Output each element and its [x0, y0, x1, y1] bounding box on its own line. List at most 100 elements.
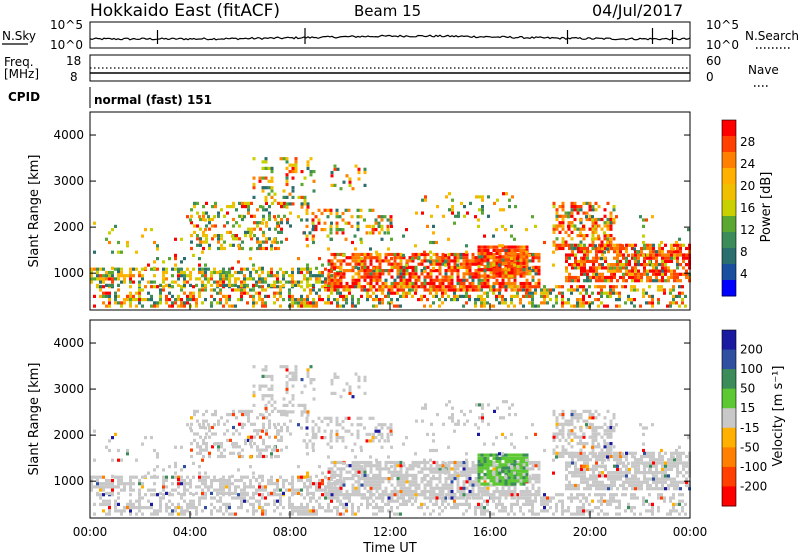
- power-cell: [378, 285, 382, 289]
- velocity-cell: [360, 483, 364, 487]
- velocity-cell: [552, 409, 556, 413]
- power-cell: [555, 208, 559, 212]
- velocity-cell: [501, 469, 505, 473]
- velocity-cell: [655, 487, 658, 491]
- power-cell: [204, 274, 207, 278]
- power-cell: [561, 237, 565, 241]
- power-cell: [247, 201, 250, 205]
- velocity-cell: [159, 509, 162, 513]
- power-cell: [330, 278, 334, 282]
- power-cell: [498, 263, 501, 267]
- power-cell: [516, 245, 520, 249]
- velocity-cell: [603, 442, 607, 446]
- power-cell: [138, 270, 141, 275]
- power-cell: [235, 221, 238, 225]
- power-cell: [592, 275, 595, 280]
- power-cell: [252, 277, 255, 281]
- power-cell: [537, 304, 540, 308]
- velocity-cell: [586, 487, 589, 491]
- power-cell: [348, 288, 351, 292]
- power-cell: [595, 266, 598, 270]
- power-cell: [90, 274, 93, 278]
- power-cell: [198, 263, 201, 267]
- power-cell: [423, 269, 426, 274]
- velocity-cell: [555, 506, 558, 510]
- power-cell: [303, 202, 307, 206]
- power-cell: [129, 274, 132, 278]
- velocity-cell: [579, 454, 583, 459]
- velocity-cell: [411, 460, 415, 465]
- velocity-cell: [183, 478, 186, 483]
- velocity-cell: [588, 502, 591, 506]
- power-cell: [555, 243, 559, 247]
- velocity-cell: [480, 512, 483, 516]
- power-cell: [208, 243, 211, 247]
- power-cell: [646, 269, 649, 273]
- power-cell: [507, 248, 511, 252]
- velocity-cell: [456, 486, 460, 490]
- velocity-cell: [111, 478, 114, 483]
- power-cell: [264, 157, 268, 161]
- power-cell: [249, 288, 252, 292]
- power-cell: [117, 294, 120, 298]
- power-cell: [249, 274, 252, 278]
- velocity-cell: [312, 506, 315, 510]
- velocity-cell: [402, 493, 405, 497]
- velocity-cell: [592, 483, 595, 488]
- velocity-cell: [408, 464, 412, 468]
- velocity-cell: [561, 451, 565, 455]
- velocity-cell: [426, 467, 430, 471]
- power-cell: [279, 280, 282, 284]
- velocity-cell: [327, 480, 331, 484]
- power-cell: [378, 269, 382, 273]
- power-cell: [286, 221, 289, 225]
- power-cell: [513, 294, 516, 298]
- velocity-cell: [138, 499, 141, 503]
- power-cell: [368, 208, 372, 212]
- velocity-cell: [450, 493, 454, 497]
- velocity-cell: [637, 477, 640, 481]
- power-cell: [277, 214, 280, 218]
- power-cell: [153, 260, 156, 264]
- power-cell: [516, 257, 519, 261]
- velocity-cell: [222, 491, 225, 495]
- velocity-cell: [438, 493, 442, 497]
- velocity-cell: [90, 475, 93, 479]
- power-cell: [99, 267, 102, 271]
- power-cell: [450, 278, 454, 282]
- power-cell: [354, 278, 358, 282]
- velocity-cell: [210, 485, 213, 489]
- velocity-cell: [96, 478, 99, 483]
- velocity-cell: [537, 464, 541, 468]
- power-cell: [229, 230, 232, 234]
- velocity-cell: [339, 493, 343, 497]
- power-cell: [558, 246, 562, 251]
- power-cell: [405, 259, 409, 263]
- velocity-cell: [607, 471, 610, 475]
- power-cell: [661, 250, 664, 254]
- power-cell: [426, 288, 430, 292]
- power-cell: [435, 278, 439, 282]
- power-cell: [396, 281, 400, 286]
- power-cell: [300, 280, 303, 284]
- velocity-cell: [495, 482, 499, 486]
- power-cell: [579, 304, 582, 308]
- power-cell: [573, 288, 576, 292]
- power-cell: [516, 288, 520, 292]
- velocity-cell: [525, 489, 529, 494]
- power-cell: [477, 245, 481, 249]
- power-cell: [375, 265, 379, 269]
- power-cell: [462, 275, 466, 279]
- velocity-cell: [628, 477, 631, 481]
- power-cell: [657, 298, 660, 302]
- power-cell: [616, 259, 619, 263]
- velocity-cell: [90, 485, 93, 489]
- nave-bottom-tick: 0: [706, 70, 714, 84]
- power-cell: [162, 277, 165, 281]
- power-cell: [646, 275, 649, 280]
- power-cell: [386, 228, 390, 232]
- velocity-cell: [618, 506, 621, 510]
- velocity-cell: [483, 493, 487, 497]
- power-cell: [375, 272, 379, 276]
